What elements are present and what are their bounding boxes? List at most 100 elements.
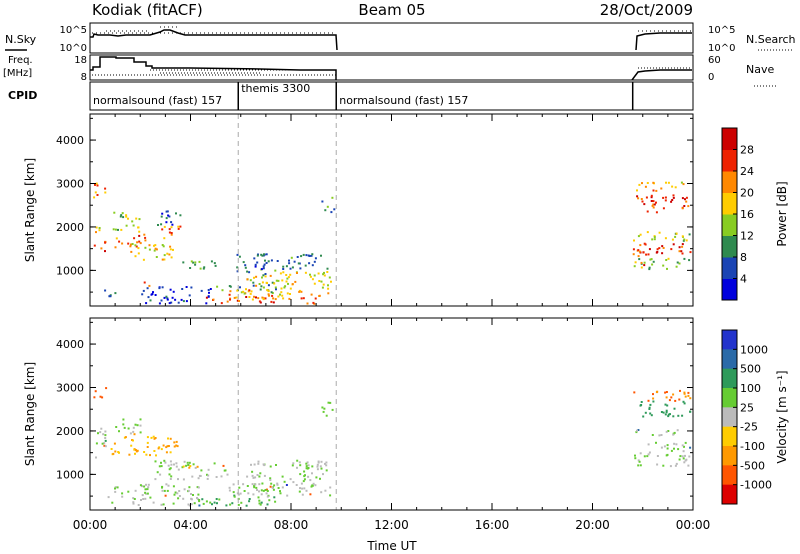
range-cell bbox=[169, 460, 172, 463]
range-cell bbox=[687, 205, 690, 208]
range-cell bbox=[228, 489, 231, 492]
range-cell bbox=[258, 502, 261, 505]
range-cell bbox=[244, 264, 247, 267]
colorbar-tick-label: 28 bbox=[740, 144, 754, 157]
range-cell bbox=[313, 260, 316, 263]
range-cell bbox=[266, 503, 269, 506]
range-cell bbox=[210, 260, 213, 263]
range-cell bbox=[93, 244, 96, 247]
range-cell bbox=[255, 284, 258, 287]
colorbar-swatch bbox=[722, 128, 737, 150]
range-cell bbox=[172, 290, 175, 293]
range-cell bbox=[132, 501, 135, 504]
range-cell bbox=[285, 280, 288, 283]
range-cell bbox=[681, 455, 684, 458]
colorbar-swatch bbox=[722, 368, 737, 389]
range-cell bbox=[262, 265, 265, 268]
range-cell bbox=[672, 194, 675, 197]
range-cell bbox=[198, 499, 201, 501]
range-cell bbox=[124, 436, 127, 439]
range-cell bbox=[238, 486, 241, 489]
range-cell bbox=[140, 499, 142, 501]
range-cell bbox=[173, 441, 176, 444]
range-cell bbox=[687, 391, 690, 394]
range-cell bbox=[104, 241, 107, 244]
range-cell bbox=[674, 186, 677, 189]
range-cell bbox=[683, 461, 686, 464]
range-cell bbox=[139, 418, 142, 421]
range-cell bbox=[682, 239, 685, 242]
range-cell bbox=[121, 495, 124, 498]
range-cell bbox=[110, 448, 113, 450]
range-cell bbox=[129, 432, 132, 435]
range-cell bbox=[266, 289, 269, 292]
range-cell bbox=[148, 284, 151, 287]
range-cell bbox=[167, 445, 170, 447]
range-cell bbox=[634, 457, 637, 460]
range-cell bbox=[650, 194, 653, 197]
range-cell bbox=[305, 465, 308, 468]
range-cell bbox=[132, 224, 135, 227]
range-cell bbox=[326, 205, 329, 208]
range-cell bbox=[170, 301, 173, 304]
range-cell bbox=[104, 430, 107, 433]
range-cell bbox=[117, 228, 119, 231]
range-cell bbox=[146, 492, 149, 495]
range-cell bbox=[318, 295, 321, 297]
range-cell bbox=[661, 252, 664, 255]
range-cell bbox=[271, 281, 274, 284]
y-tick-label: 1000 bbox=[56, 264, 84, 277]
range-cell bbox=[329, 401, 332, 404]
range-cell bbox=[322, 410, 325, 413]
range-cell bbox=[167, 437, 169, 440]
range-cell bbox=[672, 415, 675, 418]
range-cell bbox=[673, 442, 676, 445]
date-title: 28/Oct/2009 bbox=[600, 1, 693, 19]
range-cell bbox=[299, 464, 302, 467]
range-cell bbox=[108, 295, 111, 298]
range-cell bbox=[185, 300, 188, 303]
range-cell bbox=[96, 194, 99, 196]
range-cell bbox=[114, 490, 117, 493]
range-cell bbox=[152, 291, 154, 294]
range-cell bbox=[641, 182, 643, 185]
range-cell bbox=[665, 409, 668, 412]
range-cell bbox=[669, 413, 671, 416]
range-cell bbox=[131, 220, 134, 223]
range-cell bbox=[285, 274, 288, 276]
range-cell bbox=[656, 390, 659, 393]
range-cell bbox=[326, 271, 329, 273]
range-cell bbox=[224, 469, 227, 472]
range-cell bbox=[652, 400, 655, 403]
range-cell bbox=[133, 448, 136, 451]
range-cell bbox=[118, 240, 121, 243]
range-cell bbox=[670, 200, 673, 203]
range-cell bbox=[221, 289, 224, 292]
range-cell bbox=[682, 450, 685, 453]
range-cell bbox=[166, 252, 169, 255]
range-cell bbox=[168, 253, 171, 256]
range-cell bbox=[296, 466, 298, 469]
range-cell bbox=[97, 432, 99, 435]
range-cell bbox=[246, 485, 249, 487]
range-cell bbox=[121, 212, 124, 215]
range-cell bbox=[311, 264, 314, 267]
range-cell bbox=[672, 393, 675, 396]
range-cell bbox=[639, 452, 642, 455]
range-cell bbox=[276, 260, 279, 262]
range-cell bbox=[665, 396, 668, 399]
range-cell bbox=[651, 263, 654, 266]
range-cell bbox=[302, 297, 305, 300]
range-cell bbox=[270, 259, 273, 262]
range-cell bbox=[100, 247, 103, 250]
range-cell bbox=[640, 401, 643, 403]
range-cell bbox=[309, 275, 312, 278]
range-cell bbox=[104, 445, 107, 448]
range-cell bbox=[163, 296, 166, 299]
range-cell bbox=[666, 444, 669, 447]
range-cell bbox=[104, 250, 106, 253]
range-cell bbox=[266, 282, 268, 284]
nsearch-tick-low: 10^0 bbox=[708, 43, 735, 54]
range-cell bbox=[658, 247, 661, 250]
x-tick-label: 04:00 bbox=[173, 518, 208, 532]
